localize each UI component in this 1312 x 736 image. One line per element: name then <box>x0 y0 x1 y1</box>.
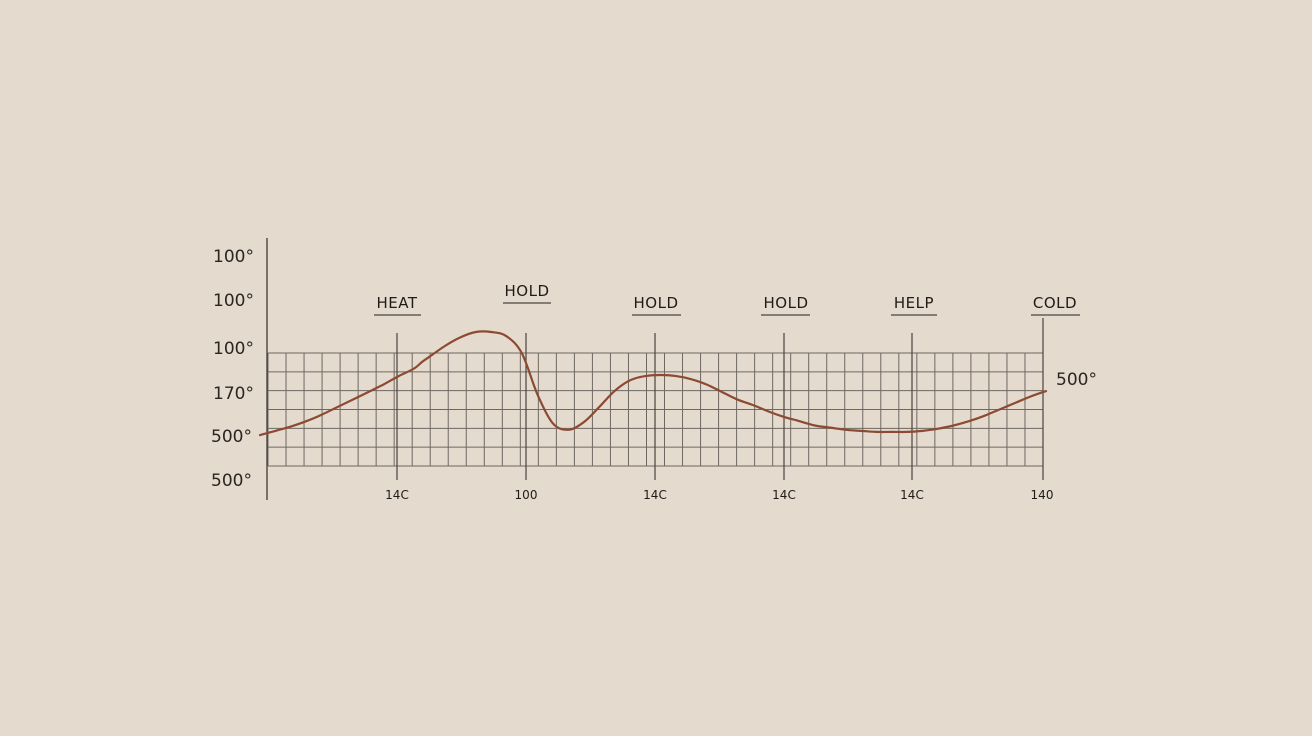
phase-labels: HEAT HOLD HOLD HOLD HELP COLD <box>376 282 1077 312</box>
phase-divider-lines <box>396 333 913 480</box>
phase-label: HELP <box>894 294 934 312</box>
phase-label: HOLD <box>634 294 679 312</box>
y-tick-label: 500° <box>211 427 252 447</box>
phase-label: HOLD <box>505 282 550 300</box>
y-tick-label: 100° <box>213 339 254 359</box>
series-end-label: 500° <box>1056 370 1097 390</box>
y-axis-tick-labels: 100° 100° 100° 170° 500° 500° <box>211 247 254 491</box>
phase-label: HEAT <box>376 294 417 312</box>
y-tick-label: 500° <box>211 471 252 491</box>
series-line-temperature <box>258 330 1048 437</box>
x-axis-tick-labels: 14C 100 14C 14C 14C 140 <box>385 488 1053 502</box>
y-tick-label: 100° <box>213 291 254 311</box>
phase-label: COLD <box>1033 294 1077 312</box>
chart-axes <box>266 238 1044 500</box>
x-tick-label: 14C <box>643 488 667 502</box>
x-tick-label: 14C <box>385 488 409 502</box>
x-tick-label: 14C <box>900 488 924 502</box>
y-tick-label: 170° <box>213 384 254 404</box>
x-tick-label: 100 <box>515 488 538 502</box>
phase-label: HOLD <box>764 294 809 312</box>
y-tick-label: 100° <box>213 247 254 267</box>
x-tick-label: 14C <box>772 488 796 502</box>
phase-label-underlines <box>374 302 1080 316</box>
x-tick-label: 140 <box>1031 488 1054 502</box>
